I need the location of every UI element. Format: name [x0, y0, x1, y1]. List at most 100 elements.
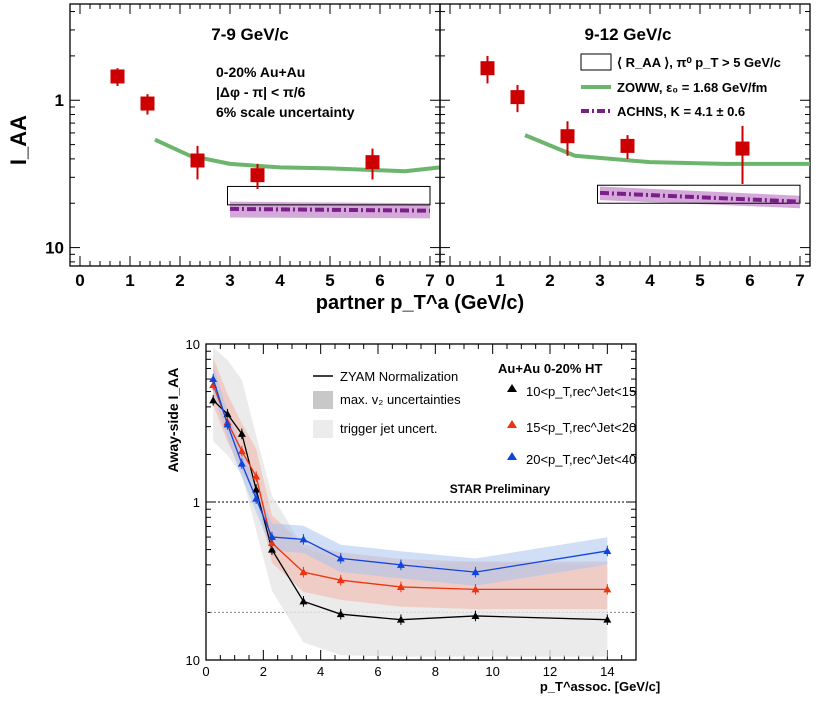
x-tick-label: 3: [595, 271, 604, 290]
data-point: [560, 129, 575, 144]
y-tick-label: 10: [186, 337, 200, 352]
data-point: [603, 615, 612, 623]
y-tick-label: 10: [186, 653, 200, 668]
panel-title: 9-12 GeV/c: [585, 25, 672, 44]
x-tick-label: 0: [75, 271, 84, 290]
x-tick-label: 1: [495, 271, 504, 290]
legend-series-1: 10<p_T,rec^Jet<15: [526, 384, 636, 399]
data-point: [396, 560, 405, 568]
legend-box-swatch: [580, 53, 612, 71]
data-point: [237, 429, 246, 437]
data-point: [223, 420, 232, 428]
data-point: [365, 155, 380, 170]
data-point: [140, 96, 155, 111]
x-tick-label: 14: [600, 664, 614, 679]
legend-trigger-swatch: [313, 420, 333, 438]
data-point: [299, 535, 308, 543]
x-tick-label: 10: [485, 664, 499, 679]
legend-raa-label: ⟨ R_AA ⟩, π⁰ p_T > 5 GeV/c: [617, 55, 781, 70]
data-point: [267, 545, 276, 553]
x-tick-label: 0: [445, 271, 454, 290]
top-xlabel: partner p_T^a (GeV/c): [316, 292, 524, 314]
data-point: [252, 472, 261, 480]
y-tick-label: 10: [45, 239, 64, 258]
x-tick-label: 4: [275, 271, 285, 290]
legend-zyam-label: ZYAM Normalization: [340, 369, 458, 384]
data-point: [396, 582, 405, 590]
data-point: [471, 611, 480, 619]
series-line: [212, 384, 608, 590]
x-tick-label: 3: [225, 271, 234, 290]
panel-9-12: 9-12 GeV/c 0 1 2 3 4 5 6 7 ⟨ R_AA ⟩, π⁰ p_T > 5…: [439, 3, 811, 290]
legend-trigger-label: trigger jet uncert.: [340, 421, 438, 436]
annotation-dphi: |Δφ - π| < π/6: [216, 84, 306, 100]
legend-marker-blue: [507, 452, 517, 460]
bottom-xlabel: p_T^assoc. [GeV/c]: [540, 679, 660, 694]
series-line: [212, 378, 608, 573]
data-point: [471, 568, 480, 576]
series-line: [212, 399, 608, 621]
legend-v2-label: max. v₂ uncertainties: [340, 392, 461, 407]
x-tick-label: 8: [432, 664, 439, 679]
data-point: [396, 615, 405, 623]
legend-zoww-label: ZOWW, ε₀ = 1.68 GeV/fm: [617, 80, 767, 95]
x-tick-label: 6: [375, 271, 384, 290]
uncertainty-band: [213, 365, 608, 586]
x-tick-label: 4: [317, 664, 324, 679]
x-tick-label: 2: [545, 271, 554, 290]
x-tick-label: 2: [175, 271, 184, 290]
x-tick-label: 6: [374, 664, 381, 679]
achns-line: [599, 190, 801, 204]
data-point: [267, 539, 276, 547]
data-point: [237, 447, 246, 455]
panel-frame: [439, 3, 811, 267]
data-point: [209, 375, 218, 383]
x-tick-label: 5: [325, 271, 334, 290]
achns-band: [600, 186, 800, 209]
data-point: [510, 90, 525, 105]
data-point: [237, 459, 246, 467]
legend-v2-swatch: [313, 391, 333, 409]
raa-box: [227, 185, 431, 206]
panel-title: 7-9 GeV/c: [211, 25, 289, 44]
legend-series-2: 15<p_T,rec^Jet<20: [526, 420, 636, 435]
annotation-scale: 6% scale uncertainty: [216, 104, 355, 120]
data-point: [603, 546, 612, 554]
raa-box: [597, 184, 801, 204]
data-point: [336, 576, 345, 584]
x-tick-label: 4: [645, 271, 655, 290]
legend-achns-label: ACHNS, K = 4.1 ± 0.6: [617, 104, 745, 119]
x-tick-label: 0: [202, 664, 209, 679]
bottom-ylabel: Away-side I_AA: [165, 368, 181, 473]
zoww-line: [154, 137, 441, 174]
data-point: [252, 485, 261, 493]
achns-line: [229, 206, 431, 213]
x-tick-label: 2: [260, 664, 267, 679]
x-tick-label: 1: [125, 271, 134, 290]
x-tick-label: 5: [695, 271, 704, 290]
legend-marker-black: [507, 384, 517, 392]
annotation-centrality: 0-20% Au+Au: [216, 64, 305, 80]
top-ylabel: I_AA: [6, 115, 31, 165]
data-point: [480, 61, 495, 76]
data-point: [267, 533, 276, 541]
y-tick-label: 1: [55, 91, 64, 110]
x-tick-label: 7: [795, 271, 804, 290]
legend-marker-red: [507, 420, 517, 428]
data-point: [336, 610, 345, 618]
zoww-line: [524, 133, 810, 166]
legend-series-3: 20<p_T,rec^Jet<40: [526, 452, 636, 467]
data-point: [735, 141, 750, 156]
data-point: [110, 69, 125, 84]
legend-title: Au+Au 0-20% HT: [498, 361, 602, 376]
x-tick-label: 12: [543, 664, 557, 679]
data-point: [336, 554, 345, 562]
x-tick-label: 7: [425, 271, 434, 290]
panel-away-side: 0 2 4 6 8 10 12 14 10 1 10 STAR Preliminary ZYAM N…: [186, 337, 637, 679]
y-tick-label: 1: [193, 495, 200, 510]
achns-band: [230, 201, 430, 219]
x-tick-label: 6: [745, 271, 754, 290]
panel-7-9: 7-9 GeV/c 0-20% Au+Au |Δφ - π| < π/6 6% …: [45, 3, 441, 290]
data-point: [471, 585, 480, 593]
